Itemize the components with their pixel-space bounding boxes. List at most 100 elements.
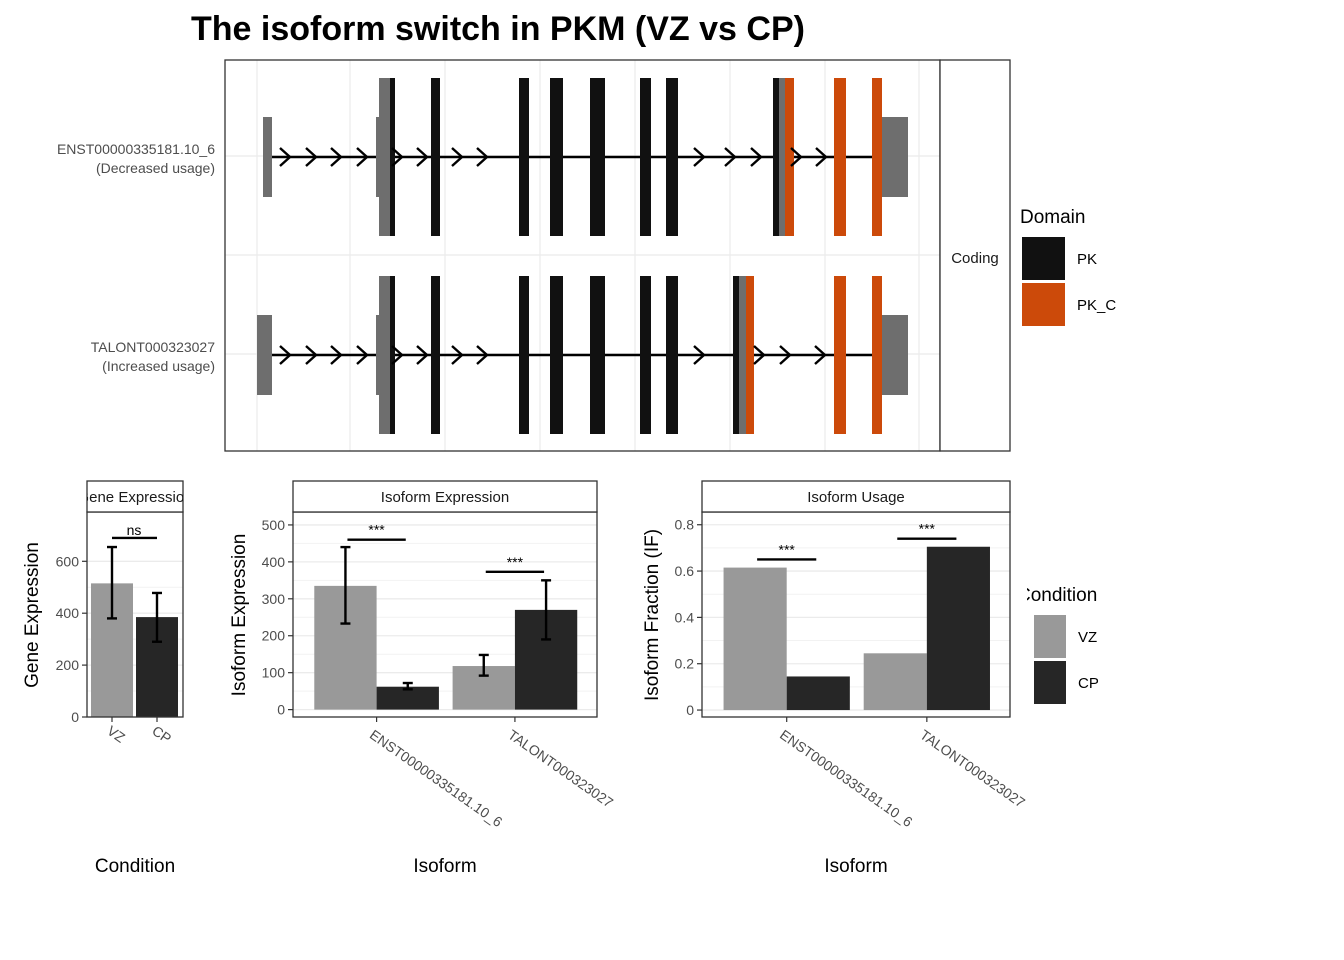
utr-block: [376, 117, 380, 197]
legend-label: PK: [1077, 251, 1097, 268]
exon-pk: [550, 78, 563, 236]
y-tick-label: 400: [262, 554, 286, 570]
x-tick-label: VZ: [104, 722, 128, 746]
x-tick-label: ENST00000335181.10_6: [777, 726, 916, 830]
x-tick-label: TALONT000323027: [917, 726, 1028, 811]
legend-swatch: [1022, 283, 1065, 326]
direction-arrow: [330, 345, 343, 365]
isoform-track: ENST00000335181.10_6 (Decreased usage): [57, 78, 908, 236]
direction-arrow: [416, 345, 429, 365]
exon-pk-c: [872, 78, 882, 236]
legend-swatch: [1034, 661, 1066, 704]
y-tick-label: 0: [277, 702, 285, 718]
exon-pk-c: [834, 78, 846, 236]
direction-arrow: [693, 147, 706, 167]
legend-swatch: [1034, 615, 1066, 658]
direction-arrow: [279, 345, 292, 365]
legend-swatch: [1022, 237, 1065, 280]
direction-arrow: [815, 147, 828, 167]
isoform-structure-panel: ENST00000335181.10_6 (Decreased usage) TAL…: [57, 59, 1011, 452]
direction-arrow: [476, 147, 489, 167]
condition-legend: Condition VZ CP: [1017, 585, 1099, 704]
isoform-label-usage: (Increased usage): [102, 358, 215, 374]
y-tick-label: 100: [262, 665, 286, 681]
direction-arrow: [451, 345, 464, 365]
x-axis-title: Condition: [95, 856, 175, 877]
bar: [926, 546, 990, 711]
y-tick-label: 500: [262, 517, 286, 533]
significance-label: ***: [919, 521, 936, 537]
strip-label: Gene Expression: [77, 489, 192, 506]
bar: [376, 686, 439, 710]
exon-pk: [666, 78, 678, 236]
isoform-track: TALONT000323027 (Increased usage): [91, 276, 908, 434]
exon-pk: [733, 276, 739, 434]
isoform-label-usage: (Decreased usage): [96, 160, 215, 176]
y-tick-label: 200: [56, 657, 80, 673]
direction-arrow: [391, 147, 404, 167]
x-axis-title: Isoform: [413, 856, 476, 877]
exon-pk: [590, 276, 605, 434]
exon-pk: [590, 78, 605, 236]
y-tick-label: 0: [686, 702, 694, 718]
y-tick-label: 0.2: [675, 656, 695, 672]
utr-block: [379, 78, 390, 236]
legend-label: VZ: [1078, 629, 1097, 646]
y-tick-label: 0.6: [675, 563, 695, 579]
direction-arrow: [451, 147, 464, 167]
direction-arrow: [724, 147, 737, 167]
exon-pk-c: [746, 276, 754, 434]
exon-pk: [773, 78, 779, 236]
significance-label: ***: [507, 554, 524, 570]
y-tick-label: 300: [262, 591, 286, 607]
isoform-label: ENST00000335181.10_6: [57, 141, 215, 157]
significance-label: ***: [779, 541, 796, 557]
direction-arrow: [305, 345, 318, 365]
legend-title: Domain: [1020, 207, 1085, 228]
direction-arrow: [476, 345, 489, 365]
facet-strip: [292, 480, 598, 513]
direction-arrow: [693, 345, 706, 365]
exon-pk: [519, 276, 529, 434]
x-axis-title: Isoform: [824, 856, 887, 877]
utr-block: [379, 276, 390, 434]
y-tick-label: 0.8: [675, 517, 695, 533]
legend-title: Condition: [1017, 585, 1097, 606]
facet-strip: [86, 480, 184, 513]
direction-arrow: [753, 345, 766, 365]
utr-block: [257, 315, 272, 395]
domain-legend: Domain PK PK_C: [1011, 194, 1141, 337]
x-tick-label: CP: [149, 722, 174, 746]
exon-pk: [390, 276, 395, 434]
direction-arrow: [279, 147, 292, 167]
y-axis-title: Gene Expression: [22, 542, 43, 688]
significance-label: ns: [127, 522, 142, 538]
direction-arrow: [814, 345, 827, 365]
y-tick-label: 200: [262, 628, 286, 644]
exon-pk: [431, 78, 440, 236]
utr-block: [376, 315, 380, 395]
exon-pk: [550, 276, 563, 434]
figure-title: The isoform switch in PKM (VZ vs CP): [191, 10, 805, 48]
direction-arrow: [356, 345, 369, 365]
direction-arrow: [750, 147, 763, 167]
exon-pk: [640, 78, 651, 236]
utr-block: [882, 117, 908, 197]
exon-pk: [666, 276, 678, 434]
y-axis-title: Isoform Expression: [229, 534, 250, 697]
x-tick-label: ENST00000335181.10_6: [367, 726, 506, 830]
y-tick-label: 600: [56, 553, 80, 569]
exon-pk: [640, 276, 651, 434]
y-tick-label: 0.4: [675, 609, 695, 625]
bar: [723, 567, 787, 711]
isoform-label: TALONT000323027: [91, 339, 215, 355]
gene-expression-panel: 0 200 400 600 VZ CP ns Gene Expression Gene Expr…: [22, 480, 192, 877]
facet-label: Coding: [951, 250, 999, 267]
facet-strip: [939, 59, 1011, 452]
exon-pk: [519, 78, 529, 236]
isoform-expression-panel: 0 100 200 300 400 500 ENST00000335181.10_6 *** T…: [229, 480, 616, 877]
direction-arrow: [330, 147, 343, 167]
isoform-usage-panel: 0 0.2 0.4 0.6 0.8 ENST00000335181.10_6 *** TALO…: [642, 480, 1028, 877]
direction-arrow: [391, 345, 404, 365]
